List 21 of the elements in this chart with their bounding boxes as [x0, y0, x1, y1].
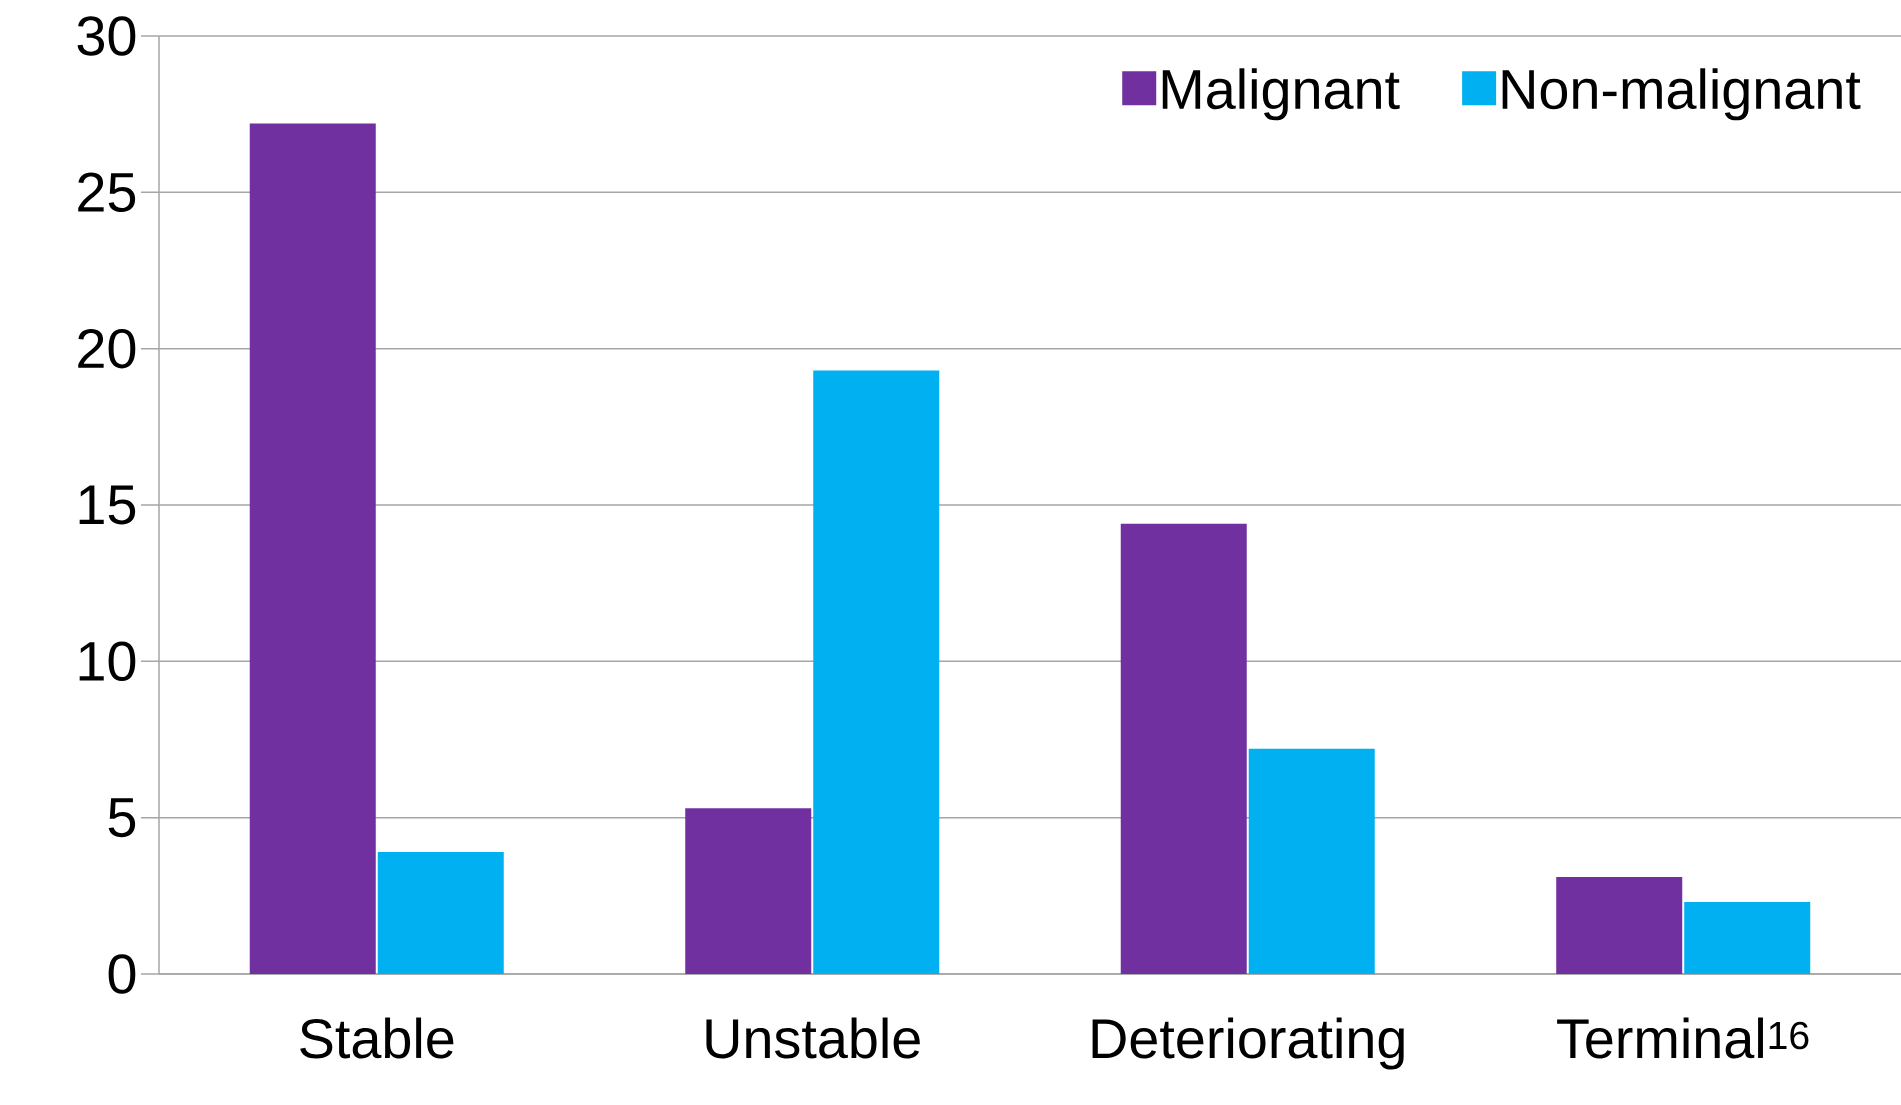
y-tick-label: 25 [78, 172, 136, 213]
x-tick-label: Stable [300, 1017, 454, 1059]
legend-label: Malignant [1162, 68, 1400, 121]
y-tick-label: 20 [78, 328, 136, 369]
legend-label: Non-malignant [1502, 68, 1861, 121]
y-tick-label: 10 [79, 641, 136, 682]
bar [1120, 523, 1247, 974]
bar [1248, 748, 1375, 974]
y-tick-label: 30 [77, 16, 136, 56]
bar [685, 808, 812, 974]
x-tick-label: Deteriorating [1092, 1017, 1404, 1070]
x-tick-label: Unstable [706, 1017, 920, 1059]
bar [377, 852, 504, 974]
bar [1556, 877, 1683, 974]
bar [249, 123, 376, 974]
y-tick-label: 15 [79, 485, 136, 525]
x-tick-label: Terminal$^{16}$ [1557, 1017, 1809, 1059]
y-tick-label: 0 [108, 954, 136, 994]
bar [813, 370, 940, 974]
y-tick-label: 5 [108, 798, 136, 838]
bar [1684, 902, 1811, 974]
